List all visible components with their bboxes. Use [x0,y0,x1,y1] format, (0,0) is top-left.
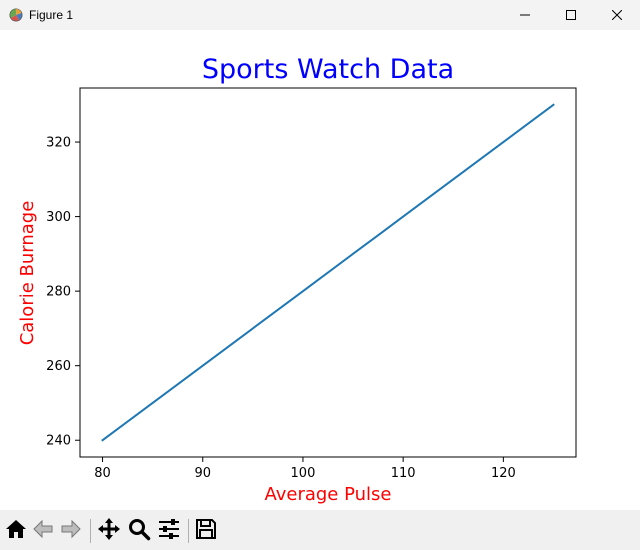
configure-subplots-icon [157,517,181,545]
x-axis-ticks: 80 90 100 110 120 [94,457,516,481]
x-tick-label: 100 [291,466,316,481]
y-tick-label: 260 [46,359,71,374]
y-axis-label: Calorie Burnage [17,201,38,346]
axes-frame [79,87,577,458]
y-tick-label: 280 [46,285,71,300]
toolbar-separator [188,519,189,543]
title-bar: Figure 1 [0,0,640,30]
maximize-button[interactable] [548,0,594,30]
save-button[interactable] [193,518,219,544]
forward-button[interactable] [58,518,84,544]
back-button[interactable] [30,518,56,544]
series-group [101,103,555,442]
configure-subplots-button[interactable] [156,518,182,544]
pan-move-icon [97,517,121,545]
pan-button[interactable] [96,518,122,544]
x-tick-label: 110 [391,466,416,481]
zoom-magnifier-icon [127,517,151,545]
save-floppy-icon [194,517,218,545]
close-button[interactable] [594,0,640,30]
back-arrow-icon [31,517,55,545]
forward-arrow-icon [59,517,83,545]
y-tick-label: 320 [46,136,71,151]
x-tick-label: 120 [491,466,516,481]
figure-canvas[interactable]: Sports Watch Data 80 90 100 110 120 240 260 28… [0,30,640,510]
x-tick-label: 90 [194,466,211,481]
window-title: Figure 1 [29,8,74,22]
home-icon [4,517,28,545]
y-tick-label: 240 [46,434,71,449]
series-line [101,103,555,442]
maximize-icon [566,10,576,20]
matplotlib-figure-icon [8,7,24,23]
close-icon [612,10,622,20]
navigation-toolbar [0,510,640,550]
minimize-icon [520,10,530,20]
x-tick-label: 80 [94,466,111,481]
zoom-button[interactable] [126,518,152,544]
y-tick-label: 300 [46,210,71,225]
toolbar-separator [90,519,91,543]
line-chart: Sports Watch Data 80 90 100 110 120 240 260 28… [17,54,577,505]
x-axis-label: Average Pulse [264,484,391,505]
home-button[interactable] [3,518,29,544]
minimize-button-area[interactable] [502,0,548,30]
y-axis-ticks: 240 260 280 300 320 [46,136,80,449]
chart-title: Sports Watch Data [202,54,454,85]
